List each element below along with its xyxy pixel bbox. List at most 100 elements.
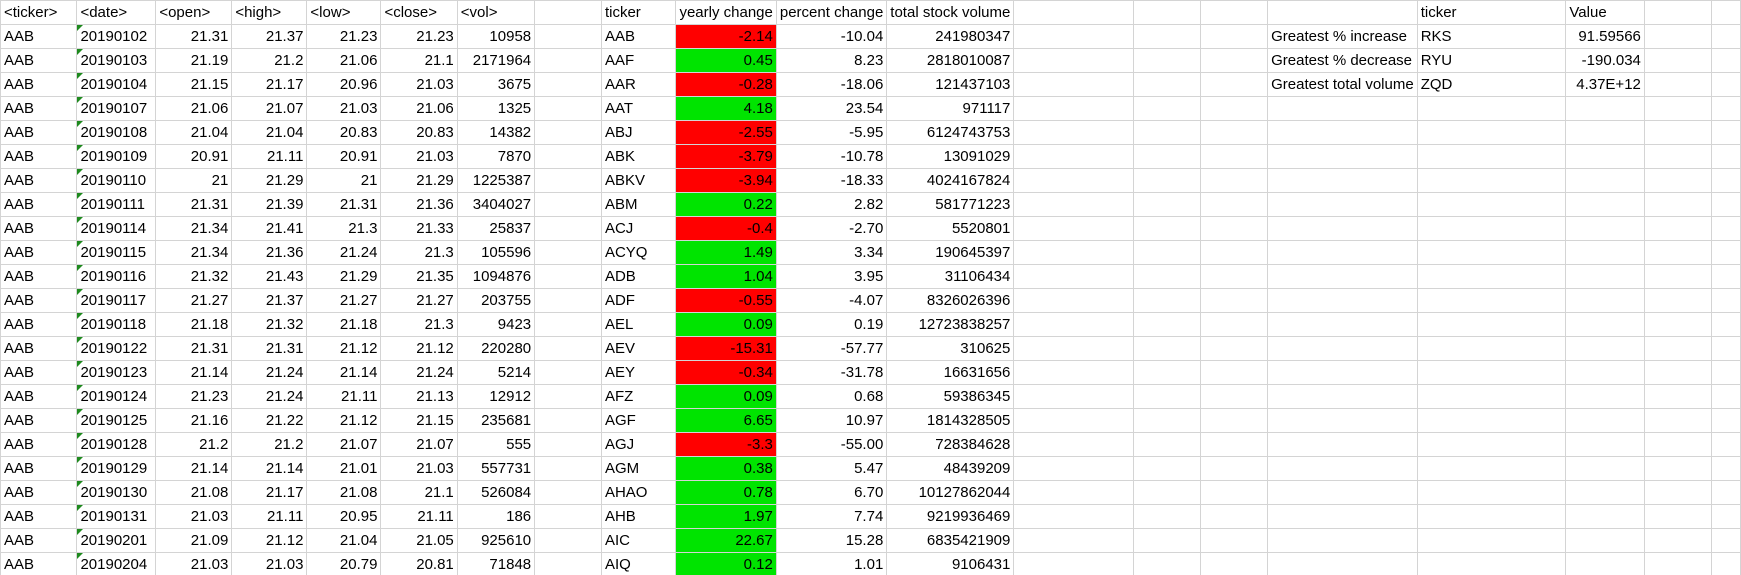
cell-S10[interactable] [1643, 216, 1712, 241]
cell-F23[interactable]: 21.05 [380, 528, 458, 553]
cell-M13[interactable] [1013, 288, 1135, 313]
cell-I16[interactable]: AEY [600, 360, 677, 385]
cell-R1[interactable]: Value [1565, 0, 1645, 25]
cell-Q23[interactable] [1416, 528, 1567, 553]
cell-L4[interactable]: 121437103 [886, 72, 1015, 97]
cell-F22[interactable]: 21.11 [380, 504, 458, 529]
cell-F12[interactable]: 21.35 [380, 264, 458, 289]
cell-O2[interactable] [1200, 24, 1269, 49]
cell-N18[interactable] [1133, 408, 1202, 433]
cell-F24[interactable]: 20.81 [380, 552, 458, 575]
cell-O5[interactable] [1200, 96, 1269, 121]
cell-T7[interactable] [1710, 144, 1741, 169]
cell-F3[interactable]: 21.1 [380, 48, 458, 73]
cell-K16[interactable]: -31.78 [775, 360, 888, 385]
cell-R2[interactable]: 91.59566 [1565, 24, 1645, 49]
cell-D4[interactable]: 21.17 [231, 72, 308, 97]
cell-A18[interactable]: AAB [0, 408, 78, 433]
cell-R22[interactable] [1565, 504, 1645, 529]
cell-R8[interactable] [1565, 168, 1645, 193]
cell-S20[interactable] [1643, 456, 1712, 481]
cell-T15[interactable] [1710, 336, 1741, 361]
cell-I5[interactable]: AAT [600, 96, 677, 121]
cell-E18[interactable]: 21.12 [306, 408, 382, 433]
cell-T8[interactable] [1710, 168, 1741, 193]
cell-S13[interactable] [1643, 288, 1712, 313]
cell-P23[interactable] [1267, 528, 1418, 553]
cell-E9[interactable]: 21.31 [306, 192, 382, 217]
cell-C10[interactable]: 21.34 [155, 216, 233, 241]
cell-M21[interactable] [1013, 480, 1135, 505]
cell-O6[interactable] [1200, 120, 1269, 145]
cell-C14[interactable]: 21.18 [155, 312, 233, 337]
cell-S18[interactable] [1643, 408, 1712, 433]
cell-H19[interactable] [534, 432, 602, 457]
cell-O19[interactable] [1200, 432, 1269, 457]
cell-J10[interactable]: -0.4 [675, 216, 777, 241]
cell-G2[interactable]: 10958 [456, 24, 536, 49]
cell-I22[interactable]: AHB [600, 504, 677, 529]
cell-N13[interactable] [1133, 288, 1202, 313]
cell-C16[interactable]: 21.14 [155, 360, 233, 385]
cell-I19[interactable]: AGJ [600, 432, 677, 457]
cell-F18[interactable]: 21.15 [380, 408, 458, 433]
cell-I21[interactable]: AHAO [600, 480, 677, 505]
cell-J7[interactable]: -3.79 [675, 144, 777, 169]
cell-N10[interactable] [1133, 216, 1202, 241]
cell-R20[interactable] [1565, 456, 1645, 481]
cell-Q2[interactable]: RKS [1416, 24, 1567, 49]
cell-B15[interactable]: 20190122 [76, 336, 157, 361]
cell-S3[interactable] [1643, 48, 1712, 73]
cell-N11[interactable] [1133, 240, 1202, 265]
cell-T14[interactable] [1710, 312, 1741, 337]
cell-T20[interactable] [1710, 456, 1741, 481]
cell-L20[interactable]: 48439209 [886, 456, 1015, 481]
cell-T11[interactable] [1710, 240, 1741, 265]
cell-T4[interactable] [1710, 72, 1741, 97]
cell-K22[interactable]: 7.74 [775, 504, 888, 529]
cell-Q19[interactable] [1416, 432, 1567, 457]
cell-I17[interactable]: AFZ [600, 384, 677, 409]
cell-K5[interactable]: 23.54 [775, 96, 888, 121]
cell-P20[interactable] [1267, 456, 1418, 481]
cell-K2[interactable]: -10.04 [775, 24, 888, 49]
cell-K13[interactable]: -4.07 [775, 288, 888, 313]
cell-B21[interactable]: 20190130 [76, 480, 157, 505]
cell-Q17[interactable] [1416, 384, 1567, 409]
cell-K15[interactable]: -57.77 [775, 336, 888, 361]
cell-F11[interactable]: 21.3 [380, 240, 458, 265]
cell-H8[interactable] [534, 168, 602, 193]
cell-P21[interactable] [1267, 480, 1418, 505]
cell-I23[interactable]: AIC [600, 528, 677, 553]
cell-J4[interactable]: -0.28 [675, 72, 777, 97]
cell-L11[interactable]: 190645397 [886, 240, 1015, 265]
cell-K3[interactable]: 8.23 [775, 48, 888, 73]
cell-H5[interactable] [534, 96, 602, 121]
cell-M14[interactable] [1013, 312, 1135, 337]
cell-G9[interactable]: 3404027 [456, 192, 536, 217]
cell-M4[interactable] [1013, 72, 1135, 97]
cell-F20[interactable]: 21.03 [380, 456, 458, 481]
cell-N17[interactable] [1133, 384, 1202, 409]
cell-G17[interactable]: 12912 [456, 384, 536, 409]
cell-L23[interactable]: 6835421909 [886, 528, 1015, 553]
cell-B19[interactable]: 20190128 [76, 432, 157, 457]
cell-S22[interactable] [1643, 504, 1712, 529]
cell-T21[interactable] [1710, 480, 1741, 505]
cell-O10[interactable] [1200, 216, 1269, 241]
cell-P12[interactable] [1267, 264, 1418, 289]
cell-A19[interactable]: AAB [0, 432, 78, 457]
cell-C23[interactable]: 21.09 [155, 528, 233, 553]
cell-N5[interactable] [1133, 96, 1202, 121]
cell-K23[interactable]: 15.28 [775, 528, 888, 553]
cell-C20[interactable]: 21.14 [155, 456, 233, 481]
cell-Q13[interactable] [1416, 288, 1567, 313]
cell-Q11[interactable] [1416, 240, 1567, 265]
cell-D14[interactable]: 21.32 [231, 312, 308, 337]
cell-E19[interactable]: 21.07 [306, 432, 382, 457]
cell-S19[interactable] [1643, 432, 1712, 457]
cell-M1[interactable] [1013, 0, 1135, 25]
cell-L22[interactable]: 9219936469 [886, 504, 1015, 529]
cell-E4[interactable]: 20.96 [306, 72, 382, 97]
cell-L3[interactable]: 2818010087 [886, 48, 1015, 73]
